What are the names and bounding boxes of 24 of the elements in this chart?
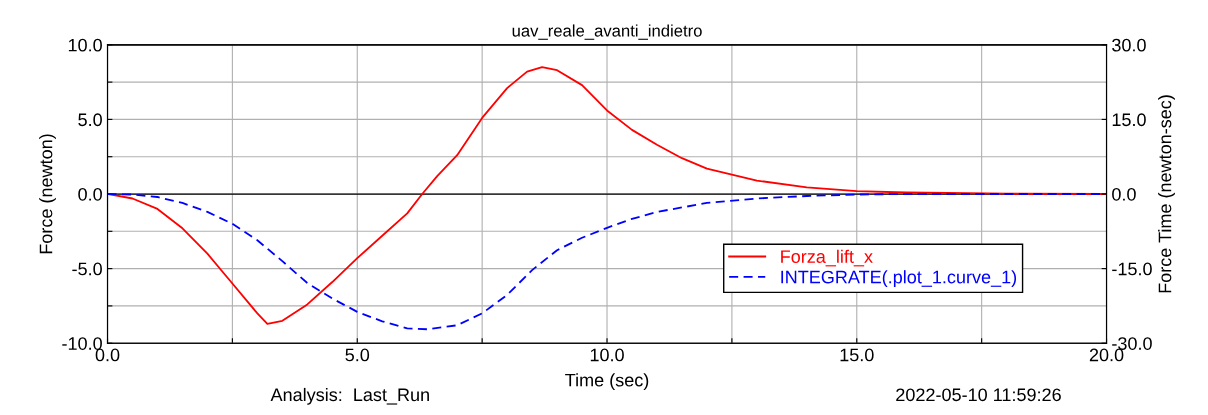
y2-tick-label: -15.0 — [1112, 262, 1152, 276]
y2-tick-label: -30.0 — [1112, 337, 1152, 350]
x-axis-title: Time (sec) — [565, 373, 649, 391]
x-tick-label: 20.0 — [1089, 348, 1124, 362]
x-tick-label: 10.0 — [590, 348, 624, 362]
legend-label: INTEGRATE(.plot_1.curve_1) — [781, 270, 1017, 287]
x-tick-label: 15.0 — [840, 348, 874, 362]
y-tick-label: -5.0 — [72, 262, 102, 276]
y-tick-label: 10.0 — [68, 38, 102, 52]
text: Analysis: Last_Run — [270, 387, 429, 405]
y2-axis-title: Force Time (newton-sec) — [1158, 95, 1175, 293]
y-tick-label: -10.0 — [62, 337, 102, 350]
legend-label: Forza_lift_x — [781, 249, 873, 267]
y2-tick-label: 15.0 — [1112, 113, 1146, 127]
chart-title: uav_reale_avanti_indietro — [512, 24, 702, 40]
y2-tick-label: 30.0 — [1112, 38, 1146, 52]
x-tick-label: 5.0 — [345, 348, 370, 362]
line-series — [107, 193, 1107, 331]
y-axis-title: Force (newton) — [39, 134, 56, 254]
y-tick-label: 0.0 — [78, 187, 102, 201]
text: 2022-05-10 11:59:26 — [896, 388, 1061, 402]
y2-tick-label: 0.0 — [1112, 187, 1136, 201]
x-tick-label: 0.0 — [95, 348, 120, 362]
y-tick-label: 5.0 — [78, 113, 102, 127]
